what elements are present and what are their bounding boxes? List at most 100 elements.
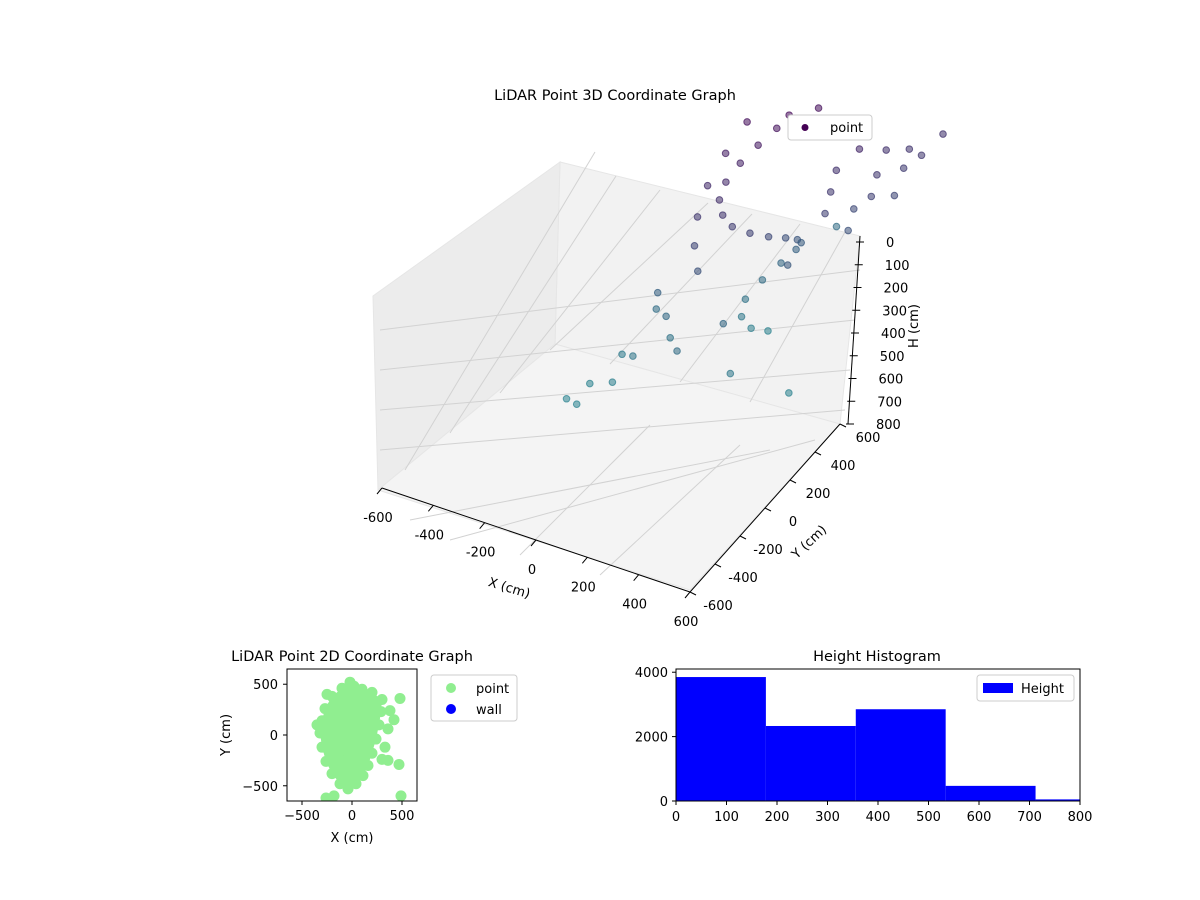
point-2d [382,754,394,766]
x-tick-label-histogram: 0 [672,810,680,825]
x-tick-label-3d: 0 [528,563,536,578]
point-3d [586,379,594,388]
y-tick-label-2d: −500 [242,780,278,795]
y-tick-3d [739,535,747,540]
point-3d [747,324,755,333]
point-2d [342,783,354,795]
point-3d [693,213,702,221]
y-tick-label-3d: -600 [703,599,733,614]
x-axis-ticks-3d: -600 -400 -200 0 200 400 600 [363,487,699,630]
point-2d [328,790,340,801]
y-tick-label-2d: 500 [253,678,278,693]
y-tick-3d [814,451,822,456]
legend-2d-marker-point [446,683,456,693]
y-axis-ticks-2d: −500 0 500 [242,678,287,795]
legend-histogram: Height [976,674,1075,702]
point-3d [652,305,661,313]
point-2d [369,699,381,711]
point-3d [890,191,899,200]
point-2d [382,723,394,735]
x-tick-label-3d: -200 [466,546,496,561]
grid-3d [379,151,861,576]
x-tick-label-histogram: 500 [916,810,941,825]
point-3d [844,226,852,235]
legend-histogram-label: Height [1021,682,1064,697]
point-2d [394,692,406,704]
x-tick-label-3d: 400 [622,598,647,613]
x-axis-label-3d: X (cm) [486,575,532,602]
chart-2d: LiDAR Point 2D Coordinate Graph −500 0 500… [219,649,518,846]
point-2d [346,729,358,741]
point-3d [850,205,858,213]
point-2d [331,699,343,711]
chart-2d-title: LiDAR Point 2D Coordinate Graph [231,649,473,665]
point-3d [867,192,876,201]
point-2d [311,719,323,731]
y-tick-3d [714,563,722,568]
histogram-bar [855,709,946,801]
legend-3d-label-point: point [830,121,863,136]
point-3d [905,145,914,153]
point-3d [715,196,724,204]
point-3d [832,166,841,175]
z-tick-label-3d: 800 [876,418,901,433]
y-tick-label-3d: 400 [831,459,856,474]
point-3d [764,232,773,241]
point-3d [777,259,785,267]
point-2d [384,705,396,717]
x-tick-3d [633,574,640,581]
point-3d [718,211,727,219]
legend-2d-label-wall: wall [476,703,502,718]
point-2d [340,754,352,766]
point-3d [736,159,745,167]
point-3d [737,312,746,321]
points-2d [311,676,407,801]
point-2d [334,778,346,790]
point-3d [673,347,681,355]
legend-2d-label-point: point [476,682,509,697]
y-tick-label-histogram: 4000 [635,666,668,681]
x-axis-label-2d: X (cm) [331,831,374,846]
point-3d [826,188,835,196]
histogram-bars [676,677,1080,801]
point-3d [772,124,781,133]
z-tick-label-3d: 300 [882,304,907,319]
z-tick-label-3d: 0 [886,236,894,251]
point-2d [366,747,378,759]
point-3d [814,104,823,112]
z-axis-label-3d: H (cm) [907,304,922,348]
x-tick-3d [684,591,691,599]
point-2d [350,778,362,790]
point-2d [370,733,382,745]
point-3d [917,151,926,160]
y-tick-3d [789,479,797,484]
y-tick-label-3d: -200 [753,543,783,558]
point-2d [362,759,374,771]
x-tick-label-3d: 600 [674,615,699,630]
z-tick-label-3d: 400 [881,327,906,342]
point-3d [797,238,805,247]
point-2d [316,741,328,753]
point-2d [393,758,405,770]
point-3d [666,334,675,342]
point-3d [690,242,699,250]
y-axis-ticks-histogram: 0 2000 4000 [635,666,676,810]
legend-3d: point [787,114,873,141]
histogram-bar [1035,799,1080,801]
x-tick-label-histogram: 100 [714,810,739,825]
x-axis-ticks-histogram: 0 100 200 300 400 500 600 700 800 [672,801,1092,825]
y-axis-label-2d: Y (cm) [219,714,234,757]
point-3d [662,312,670,321]
legend-3d-marker-point [801,124,809,131]
point-3d [719,319,728,328]
point-2d [321,688,333,700]
z-axis-line [847,235,861,425]
points-3d [562,104,947,409]
point-3d [721,149,730,158]
legend-histogram-swatch [983,683,1013,693]
z-tick-label-3d: 700 [877,395,902,410]
y-tick-3d [689,591,697,596]
y-tick-label-3d: 0 [789,515,797,530]
